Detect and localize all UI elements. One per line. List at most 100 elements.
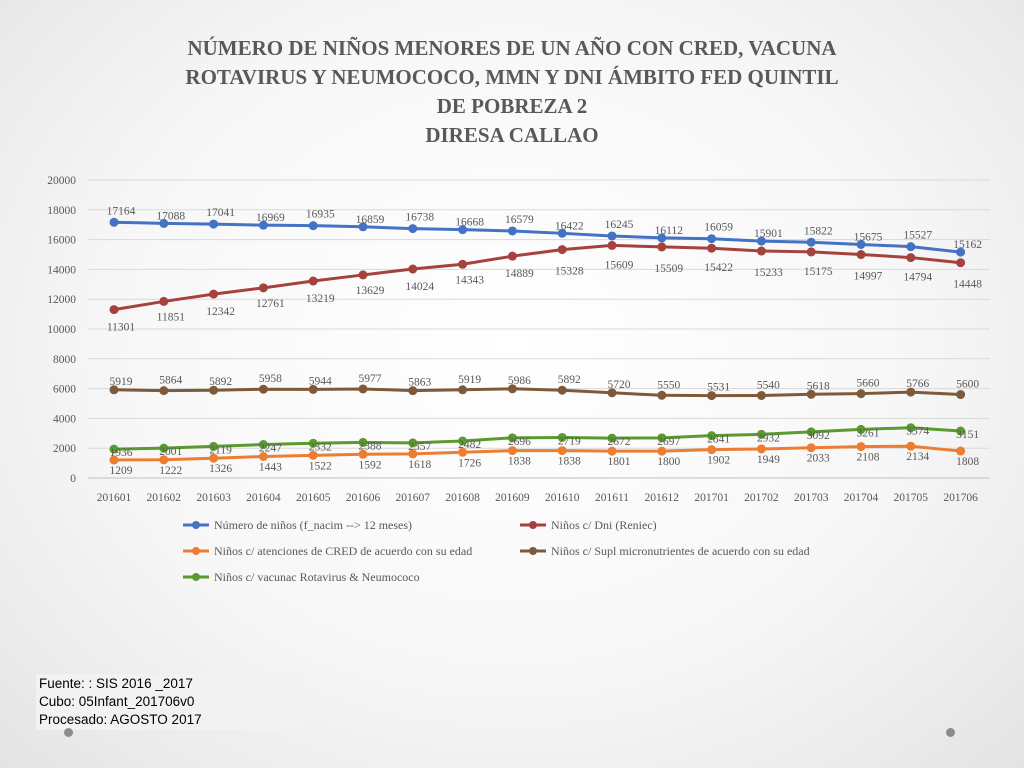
data-point <box>856 250 866 260</box>
data-labels: 17164 17088 17041 16969 16935 16859 16738 16668… <box>107 205 983 477</box>
slide-decoration-dot-right <box>946 728 955 737</box>
data-point <box>209 289 219 299</box>
data-label: 1618 <box>408 459 431 471</box>
data-label: 12342 <box>206 306 235 318</box>
data-point <box>906 423 916 433</box>
x-tick-label: 201608 <box>445 492 480 504</box>
data-point <box>507 251 517 261</box>
x-tick-label: 201705 <box>894 492 929 504</box>
data-point <box>906 441 916 451</box>
data-label: 14794 <box>903 272 932 284</box>
data-point <box>308 221 318 231</box>
data-label: 14997 <box>854 271 883 283</box>
data-label: 2672 <box>608 436 631 448</box>
data-label: 15162 <box>953 239 982 251</box>
x-tick-label: 201605 <box>296 492 331 504</box>
data-point <box>258 440 268 450</box>
x-tick-label: 201704 <box>844 492 879 504</box>
data-point <box>358 384 368 394</box>
data-point <box>358 270 368 280</box>
data-point <box>408 438 418 448</box>
data-point <box>607 433 617 443</box>
data-point <box>856 424 866 434</box>
data-label: 2108 <box>857 452 880 464</box>
data-point <box>607 240 617 250</box>
data-label: 15609 <box>605 259 634 271</box>
data-label: 13219 <box>306 293 335 305</box>
data-label: 5977 <box>359 373 382 385</box>
data-point <box>607 446 617 456</box>
data-point <box>707 445 717 455</box>
legend-label: Número de niños (f_nacim --> 12 meses) <box>214 518 412 532</box>
data-point <box>209 453 219 463</box>
legend-label: Niños c/ Supl micronutrientes de acuerdo… <box>551 544 810 558</box>
data-point <box>458 447 468 457</box>
data-label: 14024 <box>405 281 434 293</box>
data-point <box>707 391 717 401</box>
data-point <box>358 437 368 447</box>
data-point <box>657 242 667 252</box>
data-label: 2134 <box>906 451 929 463</box>
data-point <box>109 217 119 227</box>
chart-title-line-4: DIRESA CALLAO <box>425 123 599 147</box>
data-point <box>806 237 816 247</box>
data-label: 15233 <box>754 267 783 279</box>
data-point <box>756 236 766 246</box>
data-point <box>258 220 268 230</box>
data-label: 1443 <box>259 461 282 473</box>
legend-swatch-marker <box>192 573 200 581</box>
data-point <box>956 446 966 456</box>
y-tick-label: 12000 <box>47 294 76 306</box>
data-point <box>906 387 916 397</box>
y-tick-label: 18000 <box>47 205 76 217</box>
data-point <box>856 442 866 452</box>
data-point <box>756 246 766 256</box>
data-label: 15527 <box>903 230 932 242</box>
source-line-2: Cubo: 05Infant_201706v0 <box>39 694 195 709</box>
series-lines <box>109 217 966 465</box>
data-point <box>507 433 517 443</box>
line-chart: 0 2000 4000 6000 8000 10000 12000 14000 16000 180… <box>47 175 990 584</box>
data-point <box>557 432 567 442</box>
data-label: 14448 <box>953 279 982 291</box>
data-point <box>458 436 468 446</box>
data-label: 2001 <box>159 446 182 458</box>
data-point <box>657 433 667 443</box>
data-label: 16579 <box>505 214 534 226</box>
x-tick-label: 201601 <box>97 492 132 504</box>
series-line <box>113 387 961 398</box>
data-point <box>458 259 468 269</box>
series-line <box>113 243 961 312</box>
data-label: 16245 <box>605 219 634 231</box>
chart-title-line-1: NÚMERO DE NIÑOS MENORES DE UN AÑO CON CR… <box>187 36 837 60</box>
data-label: 15675 <box>854 231 883 243</box>
data-point <box>956 258 966 268</box>
data-label: 5919 <box>458 374 481 386</box>
data-point <box>308 438 318 448</box>
y-tick-label: 0 <box>70 473 76 485</box>
data-point <box>557 228 567 238</box>
data-point <box>308 450 318 460</box>
legend-label: Niños c/ vacunac Rotavirus & Neumococo <box>214 570 420 584</box>
data-point <box>756 444 766 454</box>
data-label: 12761 <box>256 298 285 310</box>
data-label: 16059 <box>704 222 733 234</box>
chart-title-line-3: DE POBREZA 2 <box>436 94 588 118</box>
data-point <box>806 443 816 453</box>
data-point <box>657 390 667 400</box>
data-label: 2033 <box>807 453 830 465</box>
data-point <box>209 385 219 395</box>
data-label: 2482 <box>458 439 481 451</box>
source-box: Fuente: : SIS 2016 _2017 Cubo: 05Infant_… <box>36 674 302 730</box>
data-point <box>358 449 368 459</box>
data-point <box>607 388 617 398</box>
data-label: 17164 <box>107 205 136 217</box>
data-label: 1801 <box>608 456 631 468</box>
data-point <box>209 441 219 451</box>
data-label: 16859 <box>356 214 385 226</box>
data-label: 15509 <box>654 263 683 275</box>
data-label: 2332 <box>309 441 332 453</box>
source-line-1: Fuente: : SIS 2016 _2017 <box>39 676 193 691</box>
x-tick-label: 201603 <box>196 492 231 504</box>
data-label: 1522 <box>309 460 332 472</box>
